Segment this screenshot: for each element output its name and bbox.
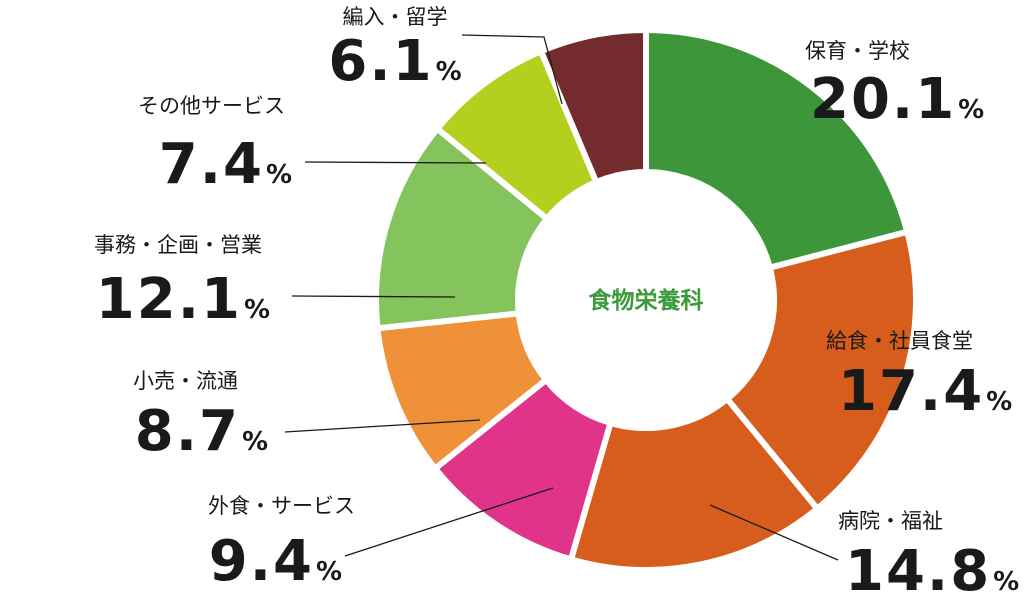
slice-value-2: 17.4% — [838, 359, 1012, 424]
leader-line-3 — [709, 504, 839, 561]
slice-2 — [722, 228, 919, 513]
leader-line-8 — [461, 34, 563, 105]
leader-line-6 — [291, 295, 456, 298]
slice-value-7: 7.4% — [159, 132, 292, 197]
slice-label-5: 小売・流通 — [133, 369, 238, 393]
leader-line-7 — [304, 161, 487, 164]
slice-value-5: 8.7% — [135, 399, 268, 464]
slice-value-1: 20.1% — [810, 67, 984, 132]
slice-label-8: 編入・留学 — [343, 5, 448, 29]
slice-value-3: 14.8% — [845, 539, 1019, 598]
slice-1 — [643, 26, 911, 272]
slice-value-4: 9.4% — [209, 529, 342, 594]
slice-label-2: 給食・社員食堂 — [826, 329, 973, 353]
slice-label-3: 病院・福祉 — [838, 509, 943, 533]
slice-label-7: その他サービス — [138, 94, 285, 118]
slice-label-1: 保育・学校 — [805, 39, 910, 63]
labels-group: 保育・学校 20.1% 給食・社員食堂 17.4% 病院・福祉 14.8% 外食・サービス 9… — [94, 5, 1019, 598]
slice-8 — [537, 26, 649, 186]
leader-lines-group — [284, 34, 839, 561]
slice-value-6: 12.1% — [96, 267, 270, 332]
slice-value-8: 6.1% — [328, 29, 461, 94]
center-title: 食物栄養科 — [589, 287, 704, 314]
slice-label-4: 外食・サービス — [208, 494, 355, 518]
leader-line-4 — [344, 487, 554, 557]
slices-group — [373, 26, 919, 573]
leader-line-5 — [284, 419, 481, 433]
slice-6 — [373, 124, 552, 332]
slice-label-6: 事務・企画・営業 — [94, 233, 262, 257]
slice-3 — [567, 394, 822, 573]
